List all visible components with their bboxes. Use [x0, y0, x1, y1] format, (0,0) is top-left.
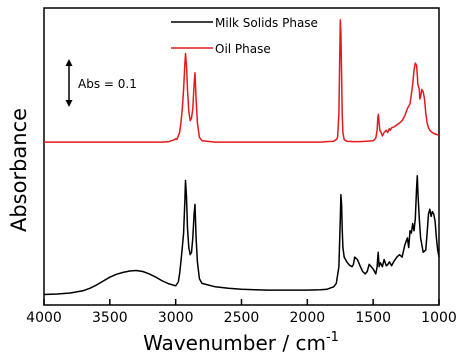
scale-bar-label: Abs = 0.1 [78, 77, 137, 91]
x-axis-label: Wavenumber / cm [143, 331, 326, 355]
legend-label-milk-solids: Milk Solids Phase [215, 16, 318, 30]
scale-bar: Abs = 0.1 [65, 59, 137, 107]
series-layer [43, 19, 440, 296]
x-axis-ticks: 4000 3500 3000 2500 2000 1500 1000 [26, 299, 457, 326]
scale-bar-arrow-down [65, 99, 73, 107]
x-tick-label-3500: 3500 [92, 310, 128, 326]
legend: Milk Solids Phase Oil Phase [171, 16, 318, 56]
series-line-milk-solids [43, 174, 440, 296]
legend-label-oil: Oil Phase [215, 42, 271, 56]
x-axis-title: Wavenumber / cm-1 [143, 330, 339, 355]
x-axis-label-exponent: -1 [326, 330, 339, 345]
scale-bar-arrow-up [65, 59, 73, 67]
x-tick-label-2500: 2500 [224, 310, 260, 326]
x-tick-label-4000: 4000 [26, 310, 62, 326]
x-tick-label-1500: 1500 [355, 310, 391, 326]
x-tick-label-2000: 2000 [290, 310, 326, 326]
x-tick-label-1000: 1000 [421, 310, 457, 326]
series-line-oil [44, 19, 439, 143]
y-axis-label: Absorbance [7, 108, 31, 232]
x-tick-label-3000: 3000 [158, 310, 194, 326]
